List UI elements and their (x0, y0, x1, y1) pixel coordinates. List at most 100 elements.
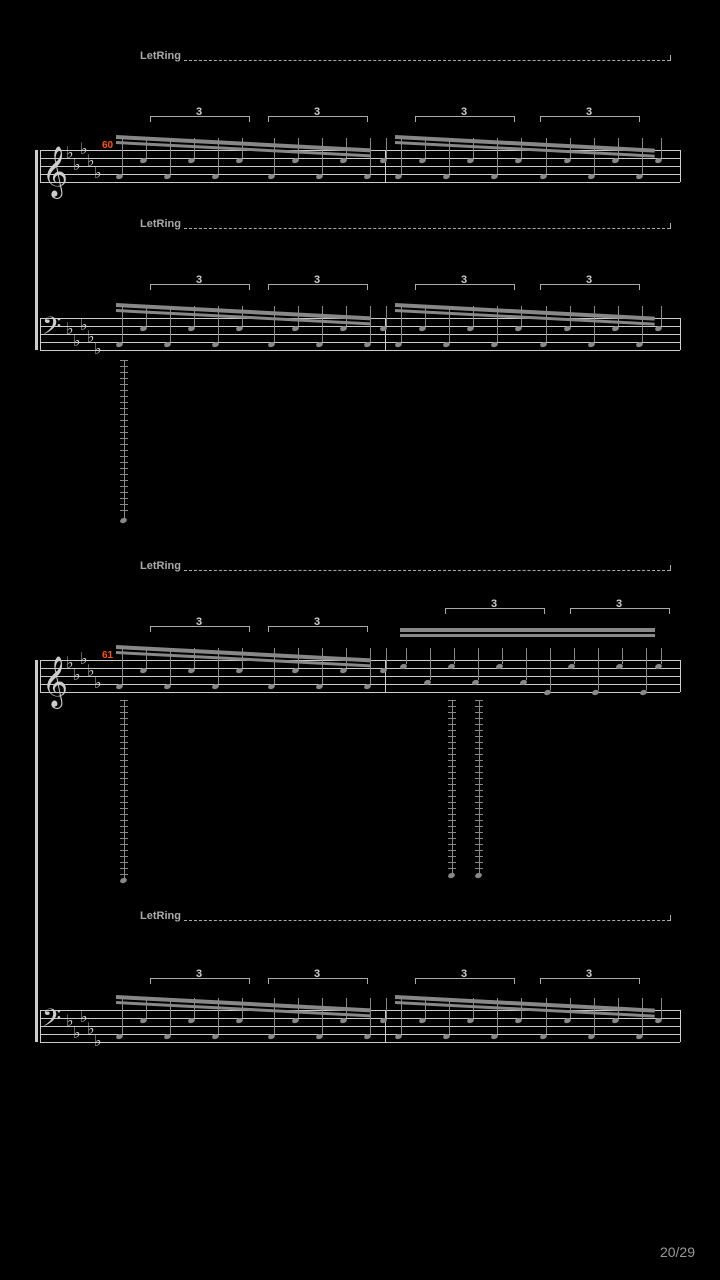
note (267, 683, 275, 690)
note (267, 1033, 275, 1040)
page-number: 20/29 (660, 1244, 695, 1260)
note (418, 1017, 426, 1024)
note (139, 667, 147, 674)
note (363, 683, 371, 690)
note (291, 157, 299, 164)
note (539, 173, 547, 180)
system-61: LetRingLetRing𝄞♭♭♭♭♭61𝄢♭♭♭♭♭33333333 (40, 560, 680, 1060)
note (587, 173, 595, 180)
note (611, 325, 619, 332)
note (211, 341, 219, 348)
note (379, 1017, 387, 1024)
note (379, 325, 387, 332)
letring-label: LetRing (140, 50, 181, 62)
note (466, 325, 474, 332)
letring-label: LetRing (140, 910, 181, 922)
note (291, 325, 299, 332)
note (490, 173, 498, 180)
note (115, 341, 123, 348)
note (379, 667, 387, 674)
note (442, 1033, 450, 1040)
note (442, 173, 450, 180)
note (635, 173, 643, 180)
note (163, 173, 171, 180)
note (514, 157, 522, 164)
note (315, 683, 323, 690)
note (563, 157, 571, 164)
note (563, 325, 571, 332)
note (235, 157, 243, 164)
note (339, 667, 347, 674)
note (315, 1033, 323, 1040)
note (339, 325, 347, 332)
note (339, 1017, 347, 1024)
note (163, 683, 171, 690)
note (363, 341, 371, 348)
note (466, 1017, 474, 1024)
letring-label: LetRing (140, 560, 181, 572)
note (466, 157, 474, 164)
note (187, 157, 195, 164)
note (442, 341, 450, 348)
extended-stem (120, 360, 130, 520)
note (394, 173, 402, 180)
note (139, 157, 147, 164)
note (187, 667, 195, 674)
note (611, 157, 619, 164)
note (115, 1033, 123, 1040)
note (339, 157, 347, 164)
note (587, 341, 595, 348)
note (211, 1033, 219, 1040)
note (563, 1017, 571, 1024)
note (611, 1017, 619, 1024)
note (115, 173, 123, 180)
system-60: LetRingLetRing𝄞♭♭♭♭♭60𝄢♭♭♭♭♭33333333 (40, 50, 680, 550)
note (163, 341, 171, 348)
note (539, 1033, 547, 1040)
note (211, 683, 219, 690)
note (235, 667, 243, 674)
measure-number: 61 (102, 650, 113, 661)
note (139, 325, 147, 332)
note (394, 341, 402, 348)
note (363, 173, 371, 180)
note (514, 1017, 522, 1024)
extended-stem (448, 700, 458, 875)
note (267, 173, 275, 180)
note (211, 173, 219, 180)
note (163, 1033, 171, 1040)
extended-stem (475, 700, 485, 875)
note (379, 157, 387, 164)
note (418, 325, 426, 332)
note (539, 341, 547, 348)
note (490, 341, 498, 348)
note (654, 325, 662, 332)
note (235, 325, 243, 332)
note (635, 341, 643, 348)
note (315, 173, 323, 180)
note (315, 341, 323, 348)
measure-number: 60 (102, 140, 113, 151)
note (543, 689, 551, 696)
note (591, 689, 599, 696)
note (267, 341, 275, 348)
note (490, 1033, 498, 1040)
note (139, 1017, 147, 1024)
note (587, 1033, 595, 1040)
note (635, 1033, 643, 1040)
note (291, 667, 299, 674)
note (291, 1017, 299, 1024)
note (187, 325, 195, 332)
extended-stem (120, 700, 130, 880)
note (363, 1033, 371, 1040)
note (394, 1033, 402, 1040)
note (639, 689, 647, 696)
note (235, 1017, 243, 1024)
note (187, 1017, 195, 1024)
note (654, 157, 662, 164)
note (654, 1017, 662, 1024)
note (514, 325, 522, 332)
note (115, 683, 123, 690)
note (418, 157, 426, 164)
letring-label: LetRing (140, 218, 181, 230)
